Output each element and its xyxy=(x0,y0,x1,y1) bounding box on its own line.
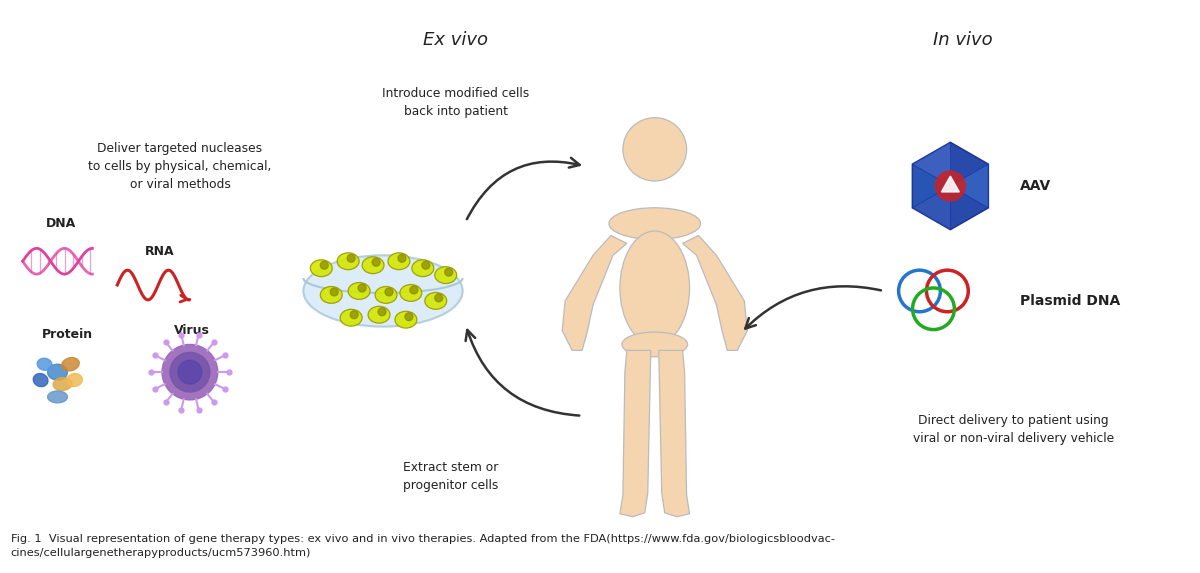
Polygon shape xyxy=(950,164,989,208)
Ellipse shape xyxy=(376,286,397,303)
Circle shape xyxy=(936,171,965,201)
Circle shape xyxy=(385,288,392,296)
Circle shape xyxy=(178,360,202,384)
Polygon shape xyxy=(912,186,950,230)
Ellipse shape xyxy=(34,374,48,387)
Ellipse shape xyxy=(434,266,457,284)
Polygon shape xyxy=(620,350,650,517)
Text: Virus: Virus xyxy=(174,324,210,337)
Polygon shape xyxy=(942,176,959,192)
Ellipse shape xyxy=(362,257,384,274)
Circle shape xyxy=(330,288,338,296)
Text: Fig. 1  Visual representation of gene therapy types: ex vivo and in vivo therapi: Fig. 1 Visual representation of gene the… xyxy=(11,533,835,558)
Circle shape xyxy=(162,344,217,400)
Ellipse shape xyxy=(320,286,342,303)
Text: Ex vivo: Ex vivo xyxy=(424,32,488,49)
Circle shape xyxy=(320,261,329,269)
Ellipse shape xyxy=(337,253,359,270)
Ellipse shape xyxy=(61,358,79,371)
Polygon shape xyxy=(912,143,989,230)
Circle shape xyxy=(372,258,380,266)
Ellipse shape xyxy=(400,285,422,301)
Ellipse shape xyxy=(388,253,410,270)
Polygon shape xyxy=(950,186,989,230)
Ellipse shape xyxy=(66,374,83,387)
Ellipse shape xyxy=(53,378,72,391)
Polygon shape xyxy=(950,143,989,186)
Ellipse shape xyxy=(620,231,690,345)
Ellipse shape xyxy=(368,307,390,323)
Circle shape xyxy=(410,286,418,294)
Ellipse shape xyxy=(311,260,332,277)
Ellipse shape xyxy=(48,391,67,403)
Polygon shape xyxy=(912,164,950,208)
Polygon shape xyxy=(562,236,626,350)
Ellipse shape xyxy=(395,311,416,328)
Text: RNA: RNA xyxy=(145,245,175,258)
Circle shape xyxy=(398,254,406,262)
Circle shape xyxy=(350,311,358,319)
Circle shape xyxy=(170,352,210,392)
Text: Protein: Protein xyxy=(42,328,94,341)
Ellipse shape xyxy=(304,256,463,327)
Circle shape xyxy=(623,117,686,181)
Text: In vivo: In vivo xyxy=(934,32,994,49)
Ellipse shape xyxy=(412,260,433,277)
Circle shape xyxy=(378,308,386,316)
Circle shape xyxy=(422,261,430,269)
Polygon shape xyxy=(912,143,950,186)
Polygon shape xyxy=(683,236,748,350)
Ellipse shape xyxy=(37,358,52,370)
Text: Plasmid DNA: Plasmid DNA xyxy=(1020,294,1121,308)
Text: Introduce modified cells
back into patient: Introduce modified cells back into patie… xyxy=(382,87,529,118)
Polygon shape xyxy=(659,350,690,517)
Circle shape xyxy=(404,313,413,321)
Text: Deliver targeted nucleases
to cells by physical, chemical,
or viral methods: Deliver targeted nucleases to cells by p… xyxy=(89,142,271,191)
Text: DNA: DNA xyxy=(46,217,76,230)
Ellipse shape xyxy=(608,208,701,240)
Ellipse shape xyxy=(622,332,688,357)
Ellipse shape xyxy=(348,282,370,299)
Text: Direct delivery to patient using
viral or non-viral delivery vehicle: Direct delivery to patient using viral o… xyxy=(912,414,1114,445)
Text: AAV: AAV xyxy=(1020,179,1051,193)
Circle shape xyxy=(358,284,366,292)
Ellipse shape xyxy=(48,364,67,380)
Circle shape xyxy=(445,268,452,276)
Ellipse shape xyxy=(341,309,362,326)
Text: Extract stem or
progenitor cells: Extract stem or progenitor cells xyxy=(403,461,498,492)
Circle shape xyxy=(347,254,355,262)
Circle shape xyxy=(434,294,443,302)
Ellipse shape xyxy=(425,292,446,309)
